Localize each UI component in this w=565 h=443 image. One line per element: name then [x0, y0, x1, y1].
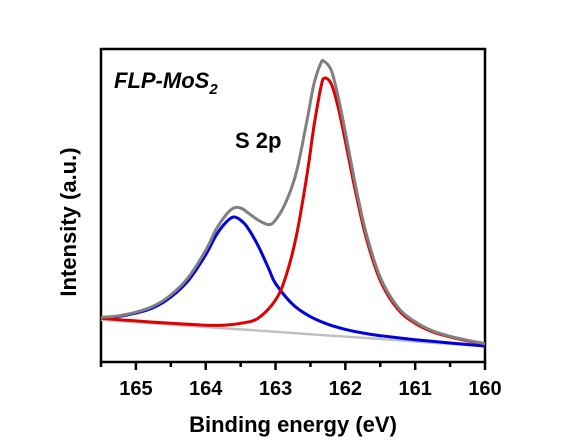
x-tick-label: 162 — [329, 378, 362, 400]
x-ticks: 165 164 163 162 161 160 — [99, 362, 502, 400]
x-axis-title: Binding energy (eV) — [189, 412, 397, 437]
series-layer — [100, 58, 486, 348]
x-tick-label: 164 — [189, 378, 223, 400]
x-tick-label: 160 — [468, 378, 501, 400]
series-line-1 — [100, 215, 486, 348]
x-tick-label: 165 — [119, 378, 152, 400]
y-axis-title: Intensity (a.u.) — [56, 147, 81, 296]
x-tick-label: 163 — [259, 378, 292, 400]
sample-label: FLP-MoS2 — [114, 68, 218, 98]
series-line-3 — [100, 58, 486, 346]
peak-label: S 2p — [235, 128, 281, 153]
plot-frame — [99, 47, 487, 364]
x-tick-label: 161 — [398, 378, 431, 400]
